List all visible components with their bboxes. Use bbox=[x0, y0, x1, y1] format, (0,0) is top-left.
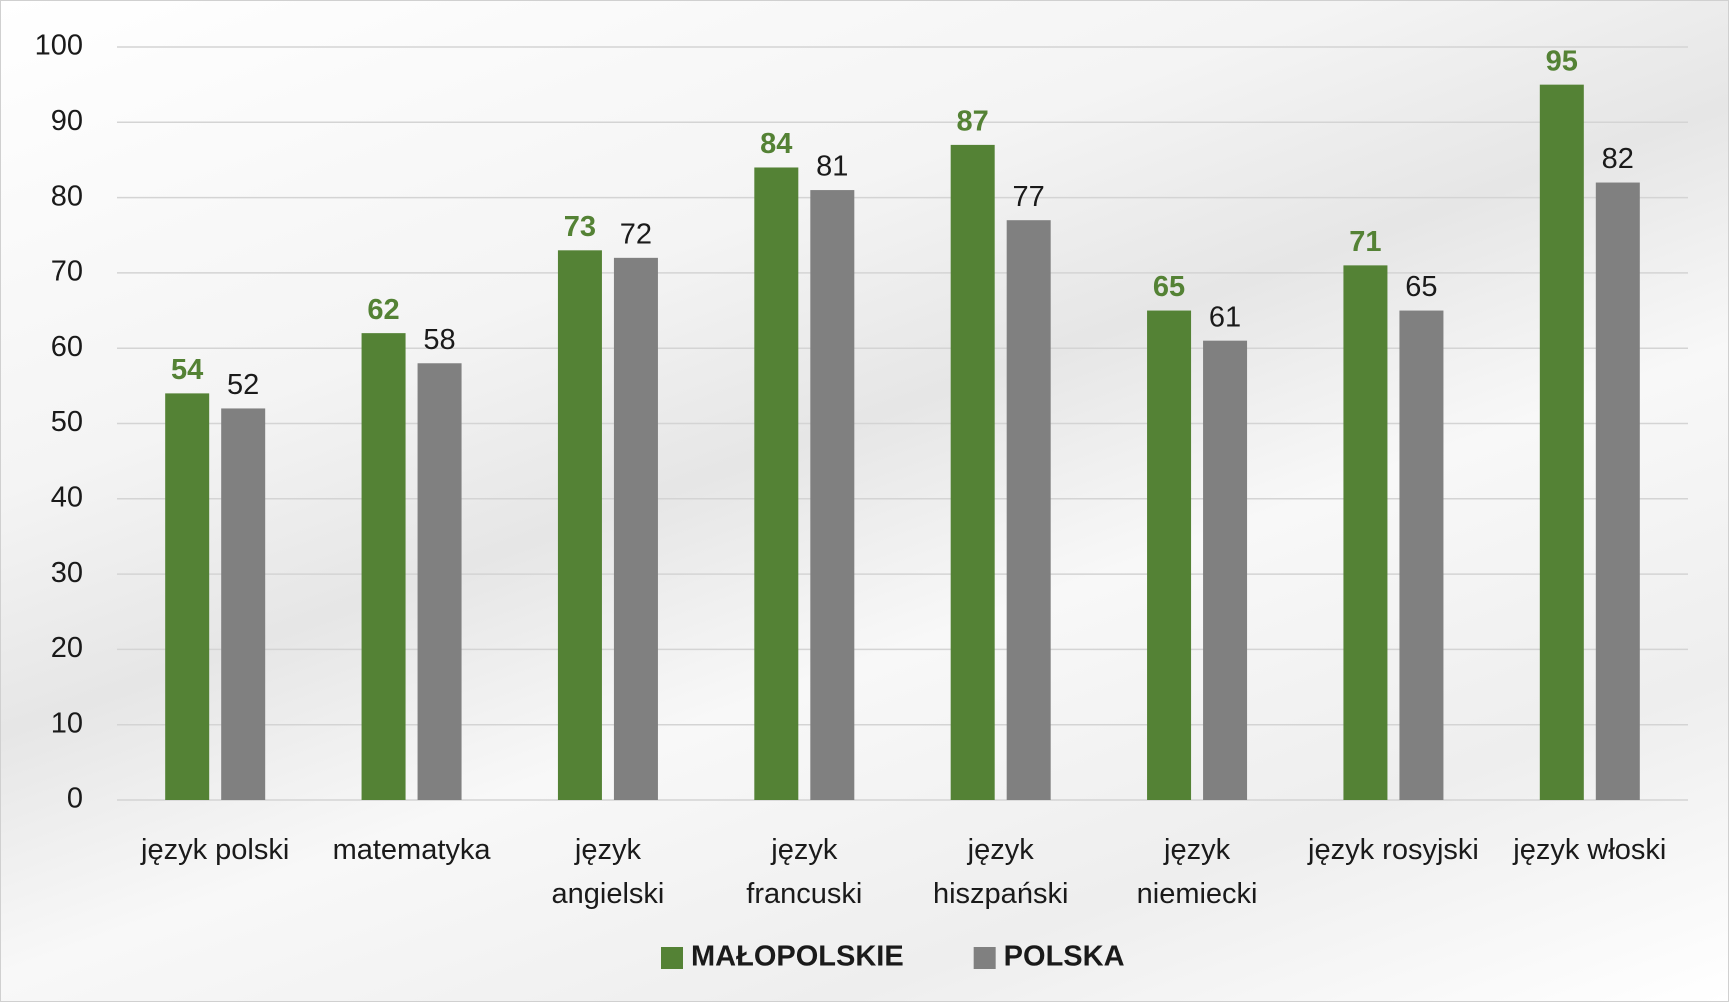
data-label: 52 bbox=[227, 369, 259, 401]
y-tick-label: 100 bbox=[35, 30, 83, 62]
y-tick-label: 10 bbox=[51, 707, 83, 739]
bar bbox=[417, 363, 462, 800]
y-tick-label: 70 bbox=[51, 256, 83, 288]
legend-label: POLSKA bbox=[1004, 941, 1125, 973]
y-tick-label: 60 bbox=[51, 331, 83, 363]
data-label: 84 bbox=[760, 128, 792, 160]
bar bbox=[557, 250, 602, 800]
x-tick-label: język polski bbox=[141, 834, 290, 866]
x-tick-label: język włoski bbox=[1513, 834, 1667, 866]
y-tick-label: 20 bbox=[51, 632, 83, 664]
y-tick-label: 40 bbox=[51, 481, 83, 513]
bar bbox=[1595, 182, 1640, 801]
bar bbox=[950, 144, 995, 800]
y-tick-label: 90 bbox=[51, 105, 83, 137]
data-label: 72 bbox=[620, 218, 652, 250]
x-tick-label: język rosyjski bbox=[1308, 834, 1479, 866]
y-tick-label: 50 bbox=[51, 406, 83, 438]
x-tick-label: język hiszpański bbox=[932, 834, 1069, 910]
data-label: 62 bbox=[367, 294, 399, 326]
bar bbox=[810, 190, 855, 800]
data-label: 65 bbox=[1405, 271, 1437, 303]
bar bbox=[361, 333, 406, 800]
y-tick-label: 0 bbox=[67, 783, 83, 815]
bar bbox=[1343, 265, 1388, 800]
y-tick-label: 30 bbox=[51, 557, 83, 589]
bar bbox=[1539, 84, 1584, 800]
x-tick-label: język francuski bbox=[746, 834, 863, 910]
bar bbox=[1006, 220, 1051, 800]
data-label: 82 bbox=[1602, 143, 1634, 175]
data-label: 95 bbox=[1546, 45, 1578, 77]
data-label: 58 bbox=[423, 324, 455, 356]
bar bbox=[1147, 310, 1192, 800]
data-label: 71 bbox=[1349, 226, 1381, 258]
data-label: 65 bbox=[1153, 271, 1185, 303]
x-tick-label: język angielski bbox=[551, 834, 665, 910]
legend-swatch bbox=[973, 947, 996, 969]
bar bbox=[221, 408, 266, 800]
y-tick-label: 80 bbox=[51, 180, 83, 212]
x-tick-label: matematyka bbox=[332, 834, 491, 866]
bar bbox=[613, 257, 658, 801]
data-label: 54 bbox=[171, 354, 203, 386]
bar bbox=[1399, 310, 1444, 800]
x-tick-label: język niemiecki bbox=[1136, 834, 1258, 910]
data-label: 61 bbox=[1209, 301, 1241, 333]
bar bbox=[165, 393, 210, 800]
bar bbox=[1203, 340, 1248, 800]
data-label: 73 bbox=[564, 211, 596, 243]
legend-label: MAŁOPOLSKIE bbox=[691, 941, 904, 973]
data-label: 77 bbox=[1013, 181, 1045, 213]
data-label: 81 bbox=[816, 151, 848, 183]
data-label: 87 bbox=[957, 106, 989, 138]
legend-swatch bbox=[661, 947, 683, 969]
bar bbox=[754, 167, 799, 801]
